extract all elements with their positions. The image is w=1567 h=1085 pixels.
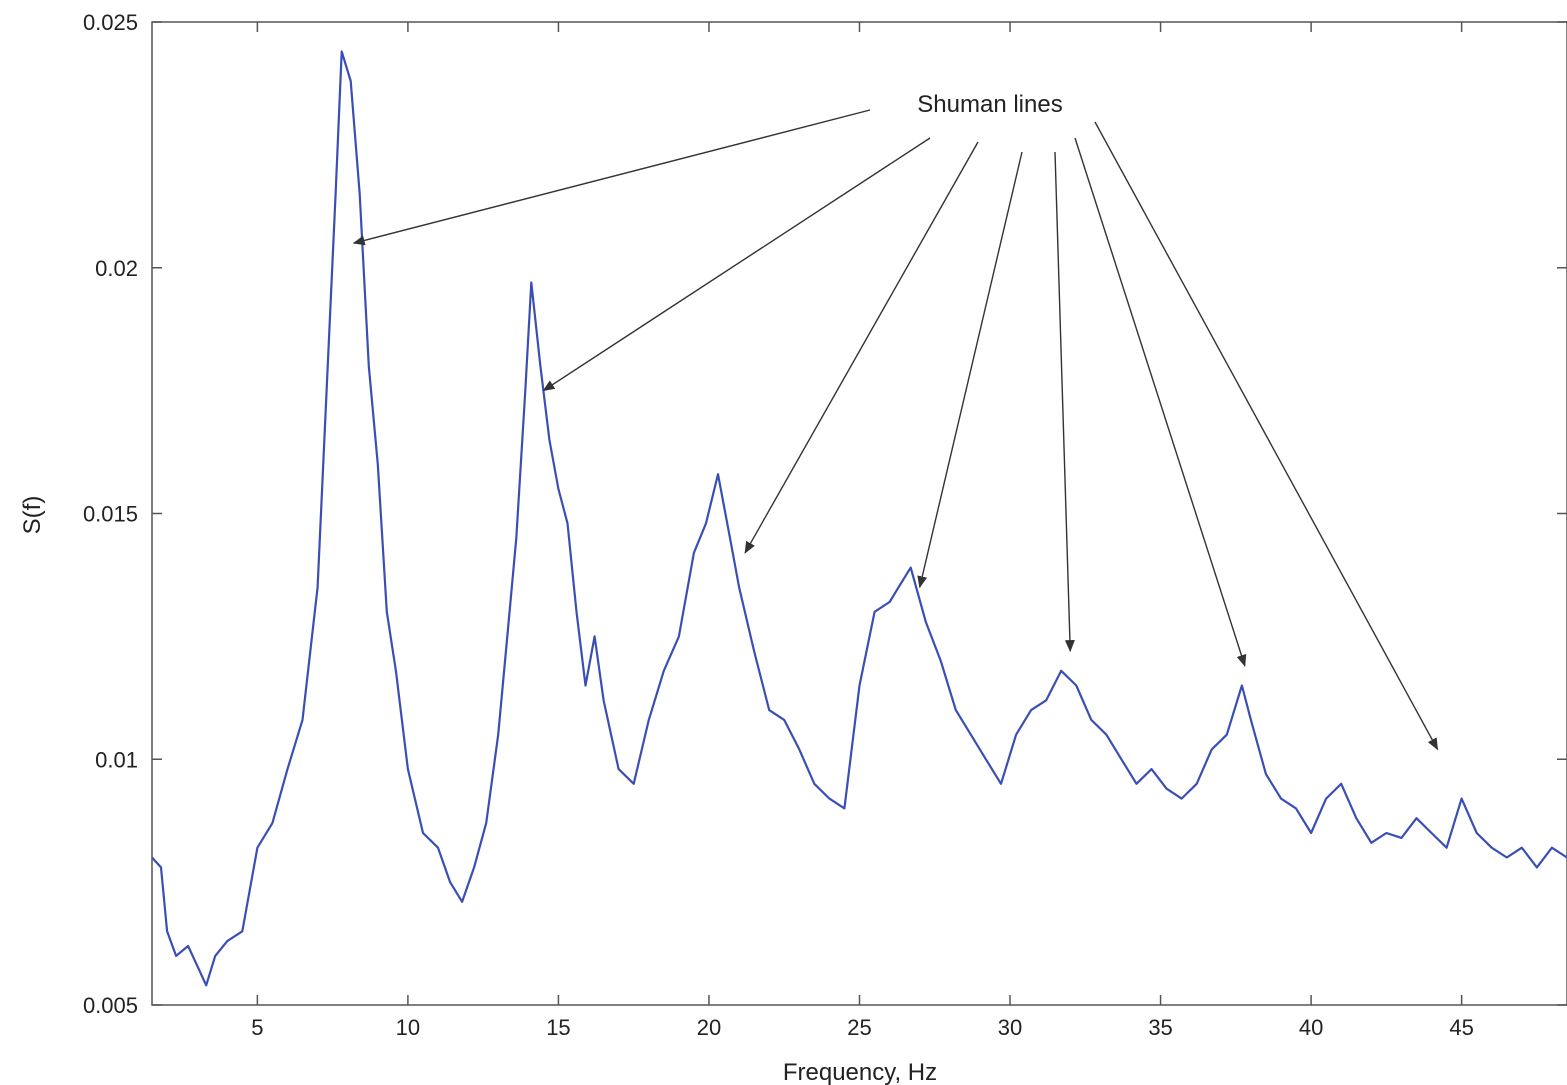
y-tick-label: 0.015 — [83, 502, 138, 527]
y-axis-title: S(f) — [19, 496, 46, 535]
x-tick-label: 10 — [396, 1015, 420, 1040]
axis-ticks: 5 10 15 20 25 30 35 40 45 0.005 0.01 0.015 0.02 0.025 — [83, 10, 1567, 1040]
y-tick-label: 0.01 — [95, 747, 138, 772]
spectrum-line — [151, 50, 1567, 987]
x-tick-label: 20 — [697, 1015, 721, 1040]
x-tick-label: 30 — [998, 1015, 1022, 1040]
annotation-arrow — [917, 151, 1023, 589]
y-tick-label: 0.025 — [83, 10, 138, 35]
annotation-arrow — [744, 141, 979, 554]
x-tick-label: 25 — [847, 1015, 871, 1040]
x-axis-title: Frequency, Hz — [783, 1059, 937, 1085]
x-tick-label: 5 — [251, 1015, 263, 1040]
x-tick-label: 35 — [1148, 1015, 1172, 1040]
y-tick-label: 0.005 — [83, 993, 138, 1018]
y-tick-label: 0.02 — [95, 256, 138, 281]
annotation-arrow — [352, 109, 871, 246]
annotation-label: Shuman lines — [917, 91, 1062, 118]
annotation-group: Shuman lines — [352, 91, 1439, 751]
annotation-arrow — [1094, 121, 1439, 751]
annotation-arrow — [1074, 137, 1247, 667]
plot-frame — [151, 21, 1567, 1006]
annotation-arrow — [542, 137, 931, 392]
x-tick-label: 40 — [1299, 1015, 1323, 1040]
axes — [151, 21, 1567, 1006]
series-group — [151, 50, 1567, 987]
x-tick-label: 15 — [546, 1015, 570, 1040]
annotation-arrow — [1054, 151, 1075, 653]
x-tick-label: 45 — [1449, 1015, 1473, 1040]
